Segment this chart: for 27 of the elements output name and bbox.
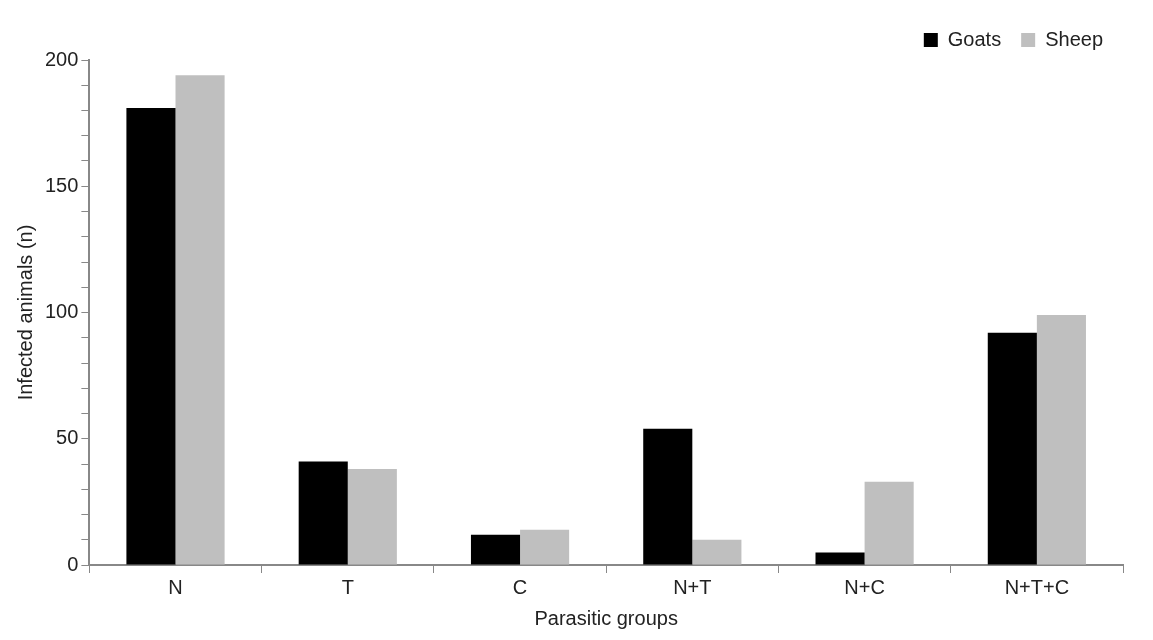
x-tick-label: T [341, 575, 354, 598]
x-axis-title: Parasitic groups [534, 606, 678, 629]
y-tick-label: 0 [67, 552, 79, 575]
x-tick-label: N+T [673, 575, 712, 598]
x-tick-label: N+C [844, 575, 885, 598]
legend-label: Goats [947, 27, 1002, 50]
bar [987, 332, 1037, 565]
bar [864, 481, 914, 565]
bar [643, 428, 693, 565]
bar [347, 469, 397, 565]
bar [298, 461, 348, 565]
x-tick-label: N [168, 575, 183, 598]
x-tick-label: C [512, 575, 528, 598]
bar [175, 75, 225, 565]
bar [692, 539, 742, 565]
legend-label: Sheep [1045, 27, 1104, 50]
bar [470, 534, 521, 565]
y-axis-title: Infected animals (n) [13, 224, 36, 401]
y-tick-label: 200 [44, 47, 79, 70]
y-tick-label: 150 [44, 173, 79, 196]
y-tick-label: 100 [44, 300, 79, 323]
bar [1036, 315, 1086, 565]
bar [126, 107, 176, 565]
bar [520, 529, 570, 565]
x-tick-label: N+T+C [1004, 575, 1070, 598]
bar [815, 552, 865, 565]
y-tick-label: 50 [56, 426, 79, 449]
